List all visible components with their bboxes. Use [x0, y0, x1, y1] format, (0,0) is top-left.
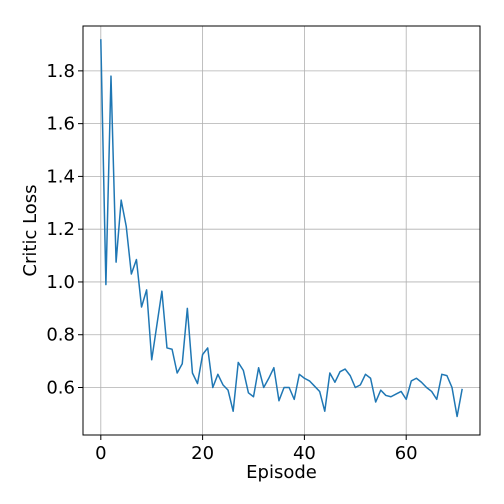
x-tick-label: 0: [95, 443, 106, 464]
axis-ticks: 0 20 40 60 0.6 0.8 1.0 1.2 1.4 1.6 1.8: [46, 61, 417, 464]
plot-frame: [82, 25, 481, 436]
y-tick-label: 1.0: [46, 272, 75, 293]
y-axis-title: Critic Loss: [20, 184, 41, 276]
series-line: [100, 39, 463, 418]
y-tick-label: 1.4: [46, 166, 75, 187]
y-tick-label: 1.8: [46, 61, 75, 82]
x-axis-title: Episode: [246, 462, 317, 483]
critic-loss-line: [100, 39, 463, 418]
x-tick-label: 60: [395, 443, 418, 464]
y-tick-label: 1.6: [46, 114, 75, 135]
y-tick-label: 0.6: [46, 378, 75, 399]
x-tick-label: 20: [191, 443, 214, 464]
y-tick-label: 0.8: [46, 325, 75, 346]
y-tick-label: 1.2: [46, 219, 75, 240]
x-tick-label: 40: [293, 443, 316, 464]
grid: [83, 26, 480, 435]
